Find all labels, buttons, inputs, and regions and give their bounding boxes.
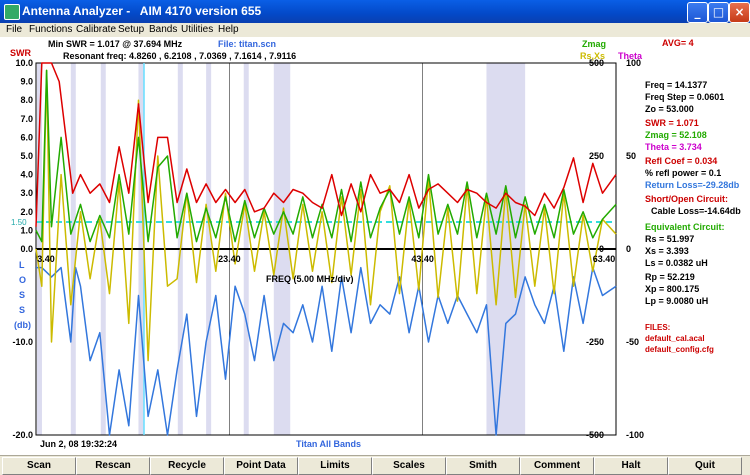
button-bar: Scan Rescan Recycle Point Data Limits Sc… <box>0 455 750 475</box>
z-tick-label: 0 <box>599 244 604 254</box>
close-button[interactable]: × <box>729 2 750 23</box>
loss-unit-label: (db) <box>14 320 31 330</box>
app-icon <box>4 4 20 20</box>
readout-zmag: Zmag = 52.108 <box>645 130 707 140</box>
loss-letter-s2: S <box>19 305 25 315</box>
swr-reference-label: 1.50 <box>11 218 27 227</box>
readout-panel: Freq = 14.1377 Freq Step = 0.0601 Zo = 5… <box>645 80 741 354</box>
theta-tick-label: 100 <box>626 58 641 68</box>
series-return-loss <box>36 266 617 436</box>
swr-tick-label: 6.0 <box>20 132 33 142</box>
readout-xp: Xp = 800.175 <box>645 284 699 294</box>
menu-help[interactable]: Help <box>218 24 239 35</box>
swr-tick-label: 8.0 <box>20 95 33 105</box>
min-swr-text: Min SWR = 1.017 @ 37.694 MHz <box>48 39 183 49</box>
z-tick-label: -500 <box>586 430 604 440</box>
theta-tick-label: -100 <box>626 430 644 440</box>
readout-swr: SWR = 1.071 <box>645 118 699 128</box>
readout-freq: Freq = 14.1377 <box>645 80 707 90</box>
menu-bands[interactable]: Bands <box>149 24 178 35</box>
readout-short-open: Short/Open Circuit: <box>645 194 728 204</box>
comment-button[interactable]: Comment <box>520 457 594 475</box>
z-tick-label: 500 <box>589 58 604 68</box>
loss-tick-label: -10.0 <box>12 337 33 347</box>
recycle-button[interactable]: Recycle <box>150 457 224 475</box>
band-name-text: Titan All Bands <box>296 439 361 449</box>
swr-tick-label: 10.0 <box>15 58 33 68</box>
loss-letter-o: O <box>19 275 26 285</box>
swr-tick-label: 5.0 <box>20 151 33 161</box>
readout-return-loss: Return Loss=-29.28db <box>645 180 740 190</box>
limits-button[interactable]: Limits <box>298 457 372 475</box>
readout-refl-coef: Refl Coef = 0.034 <box>645 156 717 166</box>
readout-cable-loss: Cable Loss=-14.64db <box>651 206 741 216</box>
rescan-button[interactable]: Rescan <box>76 457 150 475</box>
file-name-text: File: titan.scn <box>218 39 276 49</box>
quit-button[interactable]: Quit <box>668 457 742 475</box>
cal-file-name: default_cal.acal <box>645 334 705 343</box>
freq-axis-title: FREQ (5.00 MHz/div) <box>266 274 354 284</box>
scales-button[interactable]: Scales <box>372 457 446 475</box>
files-heading: FILES: <box>645 323 670 332</box>
minimize-button[interactable]: _ <box>687 2 708 23</box>
window-title: Antenna Analyzer - AIM 4170 version 655 <box>22 4 262 18</box>
swr-tick-label: 0.0 <box>20 244 33 254</box>
swr-axis-label: SWR <box>10 48 31 58</box>
title-bar: Antenna Analyzer - AIM 4170 version 655 … <box>0 0 750 23</box>
readout-rp: Rp = 52.219 <box>645 272 695 282</box>
readout-lp: Lp = 9.0080 uH <box>645 296 708 306</box>
rsxs-legend: Rs,Xs <box>580 51 605 61</box>
z-tick-label: -250 <box>586 337 604 347</box>
readout-equiv-circuit: Equivalent Circuit: <box>645 222 725 232</box>
freq-tick-label: 23.40 <box>218 254 241 264</box>
theta-tick-label: 50 <box>626 151 636 161</box>
timestamp-text: Jun 2, 08 19:32:24 <box>40 439 117 449</box>
avg-indicator: AVG= 4 <box>662 38 694 48</box>
theta-tick-label: -50 <box>626 337 639 347</box>
freq-tick-label: 63.40 <box>593 254 616 264</box>
swr-tick-label: 4.0 <box>20 170 33 180</box>
readout-xs: Xs = 3.393 <box>645 246 689 256</box>
theta-tick-label: 0 <box>626 244 631 254</box>
scan-button[interactable]: Scan <box>2 457 76 475</box>
zmag-legend: Zmag <box>582 39 606 49</box>
loss-letter-s1: S <box>19 290 25 300</box>
readout-theta: Theta = 3.734 <box>645 142 702 152</box>
series-swr <box>35 62 617 227</box>
series-rs-xs <box>35 69 617 362</box>
menu-setup[interactable]: Setup <box>118 24 145 35</box>
swr-tick-label: 3.0 <box>20 188 33 198</box>
config-file-name: default_config.cfg <box>645 345 714 354</box>
freq-tick-label: 3.40 <box>37 254 55 264</box>
readout-ls: Ls = 0.0382 uH <box>645 258 708 268</box>
menu-functions[interactable]: Functions <box>29 24 73 35</box>
resonant-freq-text: Resonant freq: 4.8260 , 6.2108 , 7.0369 … <box>63 51 296 61</box>
loss-tick-label: -20.0 <box>12 430 33 440</box>
menu-utilities[interactable]: Utilities <box>181 24 214 35</box>
smith-button[interactable]: Smith <box>446 457 520 475</box>
swr-tick-label: 7.0 <box>20 114 33 124</box>
maximize-button[interactable]: □ <box>708 2 729 23</box>
readout-rs: Rs = 51.997 <box>645 234 694 244</box>
halt-button[interactable]: Halt <box>594 457 668 475</box>
menu-bar: File Functions Calibrate Setup Bands Uti… <box>0 23 750 37</box>
readout-freq-step: Freq Step = 0.0601 <box>645 92 724 102</box>
series-zmag <box>35 69 617 243</box>
theta-legend: Theta <box>618 51 643 61</box>
loss-letter-l: L <box>19 260 25 270</box>
menu-file[interactable]: File <box>6 24 23 35</box>
readout-zo: Zo = 53.000 <box>645 104 694 114</box>
swr-tick-label: 2.0 <box>20 207 33 217</box>
freq-tick-label: 43.40 <box>411 254 434 264</box>
menu-calibrate[interactable]: Calibrate <box>76 24 117 35</box>
swr-tick-label: 9.0 <box>20 77 33 87</box>
point-data-button[interactable]: Point Data <box>224 457 298 475</box>
readout-refl-power: % refl power = 0.1 <box>645 168 721 178</box>
analyzer-chart[interactable]: 10.0 9.0 8.0 7.0 6.0 5.0 4.0 3.0 2.0 1.0 0.0 -10.0 -… <box>0 37 750 455</box>
z-tick-label: 250 <box>589 151 604 161</box>
swr-tick-label: 1.0 <box>20 225 33 235</box>
